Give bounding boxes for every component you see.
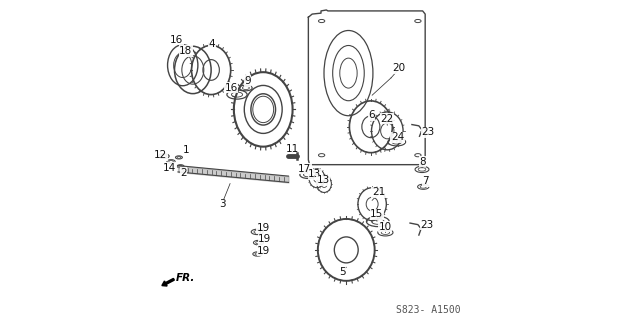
Text: 23: 23 (421, 127, 434, 137)
Text: S823- A1500: S823- A1500 (396, 305, 460, 315)
Text: 22: 22 (380, 114, 393, 124)
Text: 13: 13 (308, 169, 321, 179)
Text: 16: 16 (170, 35, 183, 45)
Text: 15: 15 (370, 209, 384, 219)
Text: 4: 4 (208, 39, 215, 49)
Text: FR.: FR. (176, 273, 195, 283)
Text: 8: 8 (420, 157, 426, 167)
Text: 5: 5 (339, 267, 345, 277)
Text: 19: 19 (257, 223, 270, 233)
Text: 17: 17 (298, 164, 311, 174)
Text: 18: 18 (179, 46, 192, 56)
Text: 1: 1 (182, 145, 189, 155)
Text: 20: 20 (392, 63, 405, 73)
Text: 9: 9 (244, 76, 251, 86)
Text: 3: 3 (219, 199, 226, 209)
Text: 12: 12 (154, 150, 167, 160)
Text: 19: 19 (257, 246, 271, 256)
Text: 24: 24 (391, 132, 404, 142)
Text: 13: 13 (316, 175, 330, 186)
Text: 2: 2 (180, 168, 187, 178)
Text: 21: 21 (372, 188, 385, 197)
FancyArrow shape (162, 278, 174, 286)
Text: 23: 23 (420, 220, 434, 230)
Text: 10: 10 (379, 222, 392, 232)
Text: 19: 19 (258, 235, 271, 244)
Text: 11: 11 (286, 144, 299, 154)
Text: 14: 14 (163, 163, 176, 173)
Text: 6: 6 (368, 110, 375, 120)
Text: 16: 16 (224, 83, 238, 93)
Text: 7: 7 (423, 176, 429, 186)
